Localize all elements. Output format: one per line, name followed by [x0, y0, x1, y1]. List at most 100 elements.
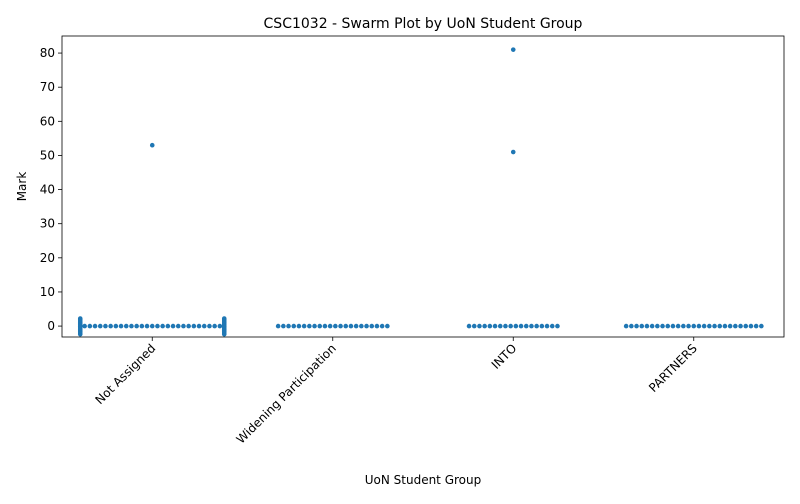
data-point — [92, 323, 98, 329]
data-point — [317, 323, 323, 329]
data-point — [165, 323, 171, 329]
x-tick-label: Not Assigned — [93, 341, 159, 407]
data-point — [359, 323, 364, 329]
data-point — [134, 323, 139, 329]
data-point — [186, 323, 191, 329]
data-point — [286, 323, 291, 329]
data-point — [670, 323, 676, 329]
data-point — [539, 323, 545, 329]
data-point — [503, 323, 508, 329]
data-point — [681, 323, 686, 329]
data-point — [118, 323, 124, 329]
data-point — [482, 323, 487, 329]
data-point — [722, 323, 728, 329]
data-point — [701, 323, 707, 329]
data-point — [364, 323, 369, 329]
y-tick-label: 10 — [40, 285, 55, 299]
data-point — [471, 323, 477, 329]
data-point — [343, 323, 349, 329]
data-point — [510, 149, 516, 155]
data-point — [707, 323, 712, 329]
data-point — [307, 323, 312, 329]
data-point — [275, 323, 281, 329]
data-point — [212, 323, 217, 329]
data-point — [139, 323, 145, 329]
data-point — [733, 323, 738, 329]
data-point — [123, 323, 129, 329]
data-point — [696, 323, 702, 329]
y-tick-label: 30 — [40, 217, 55, 231]
plot-frame — [61, 35, 785, 338]
data-point — [379, 323, 385, 329]
data-point — [170, 323, 176, 329]
data-point — [296, 323, 302, 329]
data-point — [743, 323, 749, 329]
data-point — [748, 323, 754, 329]
x-axis: Not Assigned Widening Participation INTO PA… — [93, 337, 700, 446]
data-point — [675, 323, 681, 329]
x-axis-label: UoN Student Group — [365, 473, 482, 487]
data-point — [207, 323, 212, 329]
data-point — [291, 323, 297, 329]
data-point — [513, 323, 519, 329]
data-point — [529, 323, 534, 329]
data-point — [103, 323, 108, 329]
data-point — [665, 323, 671, 329]
data-point — [144, 323, 150, 329]
data-point — [477, 323, 482, 329]
data-point — [374, 323, 380, 329]
data-point — [201, 323, 207, 329]
data-point — [221, 331, 227, 337]
y-tick-label: 60 — [40, 114, 55, 128]
data-point — [221, 316, 227, 321]
y-tick-label: 70 — [40, 80, 55, 94]
data-point — [555, 323, 560, 329]
data-point — [759, 323, 764, 329]
data-point — [113, 323, 119, 329]
data-point — [717, 323, 723, 329]
data-point — [155, 323, 160, 329]
plot-area — [77, 47, 764, 337]
data-point — [492, 323, 498, 329]
data-point — [108, 323, 113, 329]
data-point — [385, 323, 390, 329]
data-point — [549, 323, 555, 329]
data-point — [644, 323, 650, 329]
data-point — [281, 323, 286, 329]
data-point — [217, 323, 223, 329]
data-point — [629, 323, 634, 329]
data-point — [508, 323, 513, 329]
data-point — [338, 323, 343, 329]
data-point — [353, 323, 359, 329]
x-tick-label: INTO — [489, 341, 520, 372]
data-point — [487, 323, 493, 329]
chart-title: CSC1032 - Swarm Plot by UoN Student Grou… — [264, 16, 583, 32]
data-point — [534, 323, 539, 329]
x-tick-label: Widening Participation — [234, 341, 339, 446]
data-point — [369, 323, 375, 329]
data-point — [623, 323, 629, 329]
data-point — [129, 323, 134, 329]
data-point — [691, 323, 697, 329]
data-point — [753, 323, 759, 329]
x-tick-label: PARTNERS — [646, 341, 700, 395]
data-point — [660, 323, 665, 329]
data-point — [87, 323, 93, 329]
y-axis: 0 10 20 30 40 50 60 70 80 — [40, 46, 62, 333]
data-point — [497, 323, 503, 329]
y-tick-label: 40 — [40, 183, 55, 197]
data-point — [191, 323, 197, 329]
data-point — [655, 323, 660, 329]
data-point — [510, 47, 516, 52]
data-point — [97, 323, 103, 329]
data-point — [333, 323, 338, 329]
data-point — [523, 323, 529, 329]
data-point — [738, 323, 743, 329]
data-point — [149, 323, 155, 329]
y-axis-label: Mark — [15, 172, 29, 202]
y-tick-label: 50 — [40, 148, 55, 162]
data-point — [160, 323, 165, 329]
data-point — [175, 323, 181, 329]
